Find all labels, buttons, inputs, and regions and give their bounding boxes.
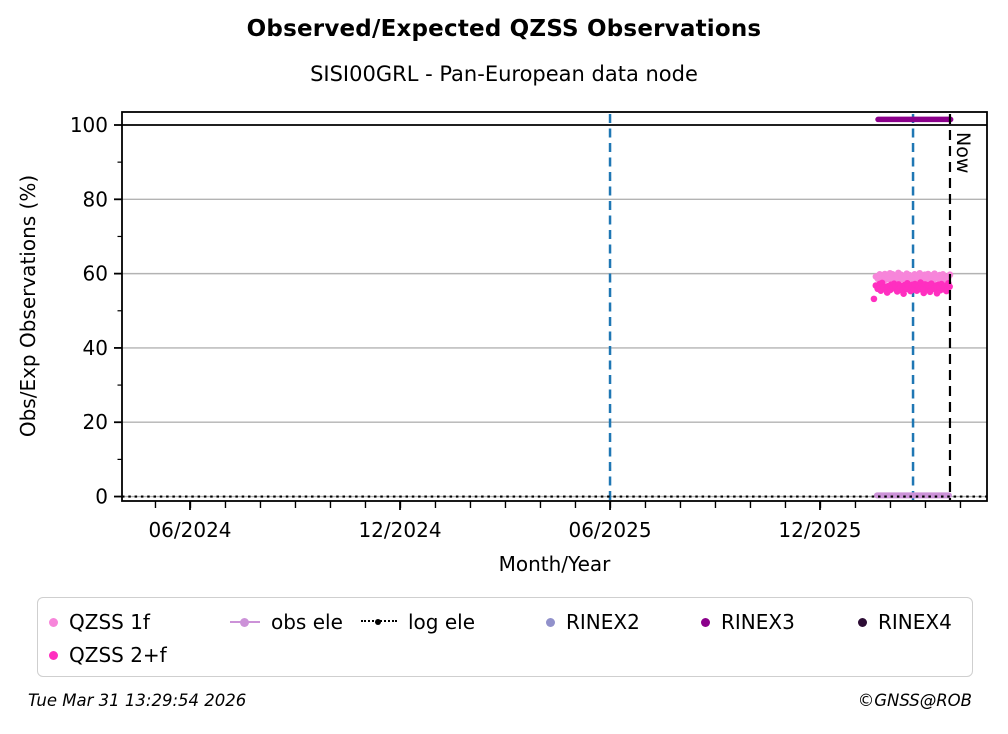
obs-ele-marker-icon (230, 617, 260, 627)
plot-border (121, 111, 988, 502)
y-tick-label: 60 (83, 262, 108, 286)
x-axis-label: Month/Year (498, 552, 611, 576)
legend-item-rinex3: RINEX3 (701, 607, 795, 637)
legend-item-rinex4: RINEX4 (858, 607, 952, 637)
y-tick-label: 20 (83, 410, 108, 434)
x-tick-label: 06/2025 (568, 518, 651, 542)
legend-item-qzss-2f: QZSS 2+f (49, 640, 167, 670)
x-tick-label: 12/2024 (358, 518, 441, 542)
plot-timestamp: Tue Mar 31 13:29:54 2026 (28, 691, 247, 710)
now-label: Now (952, 132, 974, 173)
legend-item-rinex2: RINEX2 (546, 607, 640, 637)
chart-title: Observed/Expected QZSS Observations (246, 16, 762, 42)
rinex4-marker-icon (858, 617, 867, 627)
legend-label: RINEX3 (721, 610, 795, 634)
legend-label: RINEX2 (566, 610, 640, 634)
chart-subtitle: SISI00GRL - Pan-European data node (310, 62, 698, 86)
y-tick-label: 80 (83, 187, 108, 211)
point-qzss-2-f (870, 295, 878, 303)
y-tick-label: 0 (95, 485, 108, 509)
legend-label: QZSS 2+f (69, 643, 167, 667)
log-ele-marker-icon (361, 618, 397, 627)
legend-label: obs ele (271, 610, 343, 634)
copyright-credit: ©GNSS@ROB (857, 691, 972, 710)
legend: QZSS 1f obs ele log ele RINEX2 RINEX3 RI… (37, 597, 973, 677)
point-qzss-2-f (946, 283, 953, 290)
rinex3-marker-icon (701, 617, 710, 627)
legend-item-obs-ele: obs ele (230, 607, 343, 637)
y-tick-label: 100 (70, 113, 108, 137)
x-tick-label: 06/2024 (148, 518, 231, 542)
plot-area: Now 0 20 40 60 80 100 06/2024 12/2024 06/2025 12/2… (70, 111, 988, 542)
qzss-2f-marker-icon (49, 650, 58, 660)
x-tick-label: 12/2025 (778, 518, 861, 542)
point-qzss-2-f (900, 290, 907, 297)
legend-item-qzss-1f: QZSS 1f (49, 607, 150, 637)
legend-label: RINEX4 (878, 610, 952, 634)
legend-label: log ele (408, 610, 476, 634)
rinex2-marker-icon (546, 617, 555, 627)
y-tick-label: 40 (83, 336, 108, 360)
qzss-1f-marker-icon (49, 617, 58, 627)
legend-item-log-ele: log ele (361, 607, 475, 637)
legend-label: QZSS 1f (69, 610, 150, 634)
